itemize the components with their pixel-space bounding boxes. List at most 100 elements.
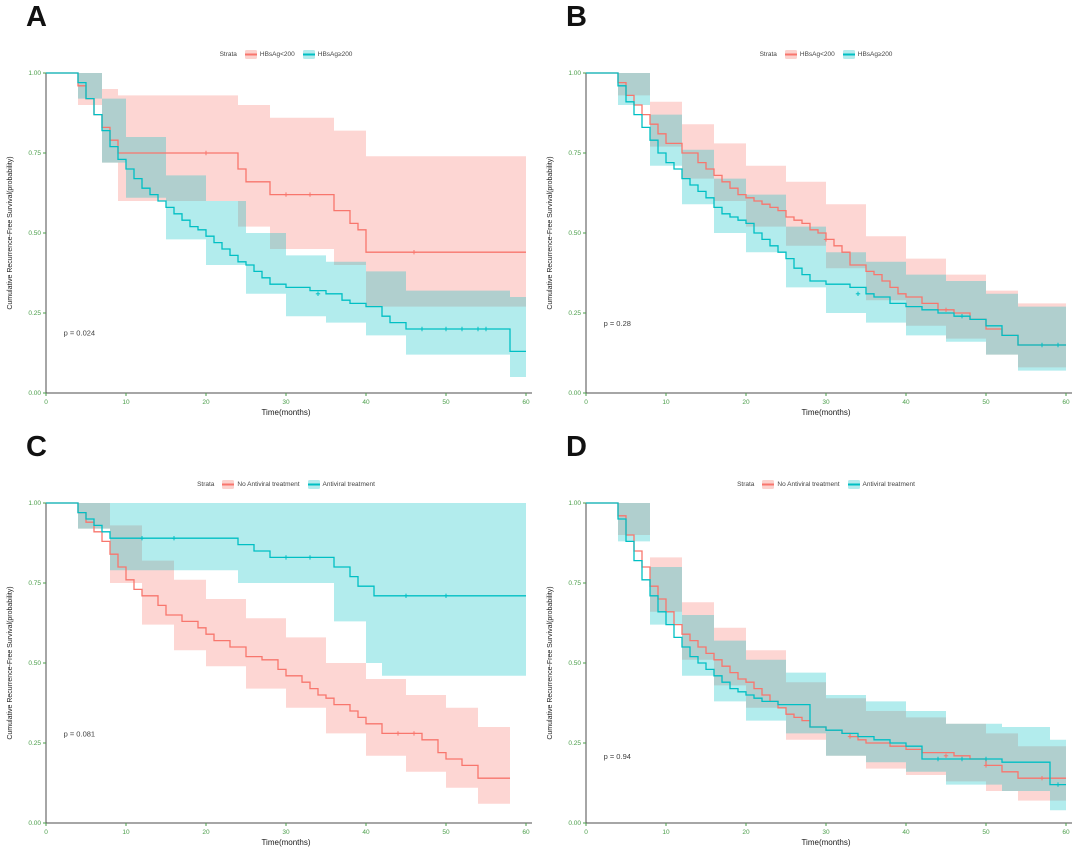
x-tick-label: 50	[442, 829, 450, 836]
panel-letter: A	[26, 1, 47, 33]
x-tick-label: 10	[122, 399, 130, 406]
y-tick-label: 0.50	[28, 230, 41, 237]
x-tick-label: 10	[122, 829, 130, 836]
legend-item: Antiviral treatment	[847, 480, 915, 489]
p-value-label: p = 0.081	[64, 730, 96, 739]
y-tick-label: 0.25	[28, 310, 41, 317]
legend-key-red-icon	[222, 480, 235, 489]
legend-label: No Antiviral treatment	[777, 481, 840, 488]
panel-header: D Strata No Antiviral treatment Antivira…	[540, 431, 1080, 495]
x-tick-label: 60	[522, 829, 530, 836]
y-tick-label: 0.00	[28, 820, 41, 827]
x-tick-label: 40	[902, 829, 910, 836]
y-axis-title: Cumulative Recurrence-Free Survival(prob…	[547, 586, 554, 739]
legend-label: HBsAg≥200	[317, 51, 353, 58]
x-tick-label: 50	[982, 399, 990, 406]
legend-label: HBsAg<200	[259, 51, 295, 58]
y-axis-title: Cumulative Recurrence-Free Survival(prob…	[7, 586, 14, 739]
legend-item: No Antiviral treatment	[222, 480, 300, 489]
ci-band-teal	[586, 503, 1066, 811]
km-curve-red	[586, 72, 1066, 346]
ci-band-teal	[46, 73, 526, 377]
x-tick-label: 0	[44, 399, 48, 406]
legend-key-teal-icon	[307, 480, 320, 489]
legend-title: Strata	[219, 51, 237, 58]
y-tick-label: 1.00	[568, 70, 581, 77]
x-tick-label: 10	[662, 829, 670, 836]
x-tick-label: 60	[1062, 399, 1070, 406]
x-axis-title: Time(months)	[801, 408, 850, 417]
km-panel-b: B Strata HBsAg<200 HBsAg≥200 0.00 0.25 0.5…	[540, 1, 1080, 431]
legend-item: HBsAg≥200	[302, 50, 353, 59]
legend-key-teal-icon	[302, 50, 315, 59]
legend: Strata No Antiviral treatment Antiviral …	[586, 480, 1066, 489]
legend-label: No Antiviral treatment	[237, 481, 300, 488]
legend-item: Antiviral treatment	[307, 480, 375, 489]
x-tick-label: 0	[44, 829, 48, 836]
legend-key-teal-icon	[847, 480, 860, 489]
km-plot-d: 0.00 0.25 0.50 0.75 1.00 0 10 20 30 40 50 60 Time(mo…	[547, 500, 1072, 847]
y-tick-label: 0.75	[568, 150, 581, 157]
y-tick-label: 1.00	[28, 500, 41, 507]
km-curve-red	[586, 502, 1066, 779]
legend-title: Strata	[197, 481, 215, 488]
x-tick-label: 20	[202, 399, 210, 406]
ci-band-red	[46, 503, 510, 804]
km-plot-a: 0.00 0.25 0.50 0.75 1.00 0 10 20 30 40 50 60 Time(mo…	[7, 70, 532, 417]
y-tick-label: 0.75	[28, 150, 41, 157]
legend: Strata No Antiviral treatment Antiviral …	[46, 480, 526, 489]
km-panel-c: C Strata No Antiviral treatment Antivira…	[0, 431, 540, 861]
ci-band-red	[586, 503, 1066, 801]
x-tick-label: 30	[822, 829, 830, 836]
y-tick-label: 0.25	[28, 740, 41, 747]
legend-key-red-icon	[244, 50, 257, 59]
km-plot-b: 0.00 0.25 0.50 0.75 1.00 0 10 20 30 40 50 60 Time(mo…	[547, 70, 1072, 417]
legend: Strata HBsAg<200 HBsAg≥200	[46, 50, 526, 59]
km-curve-teal	[46, 502, 526, 597]
x-tick-label: 30	[822, 399, 830, 406]
panel-header: A Strata HBsAg<200 HBsAg≥200	[0, 1, 540, 65]
legend: Strata HBsAg<200 HBsAg≥200	[586, 50, 1066, 59]
x-tick-label: 60	[1062, 829, 1070, 836]
legend-label: HBsAg≥200	[857, 51, 893, 58]
panel-letter: D	[566, 431, 587, 463]
legend-label: HBsAg<200	[799, 51, 835, 58]
y-axis-title: Cumulative Recurrence-Free Survival(prob…	[7, 156, 14, 309]
x-tick-label: 40	[362, 399, 370, 406]
p-value-label: p = 0.94	[604, 752, 631, 761]
legend-item: No Antiviral treatment	[762, 480, 840, 489]
legend-key-red-icon	[784, 50, 797, 59]
ci-band-red	[46, 73, 526, 307]
legend-key-red-icon	[762, 480, 775, 489]
legend-key-teal-icon	[842, 50, 855, 59]
x-tick-label: 50	[442, 399, 450, 406]
x-axis-title: Time(months)	[801, 838, 850, 847]
legend-title: Strata	[759, 51, 777, 58]
x-tick-label: 10	[662, 399, 670, 406]
p-value-label: p = 0.28	[604, 319, 631, 328]
y-tick-label: 0.50	[568, 660, 581, 667]
km-panel-d: D Strata No Antiviral treatment Antivira…	[540, 431, 1080, 861]
y-axis-title: Cumulative Recurrence-Free Survival(prob…	[547, 156, 554, 309]
x-tick-label: 0	[584, 829, 588, 836]
panel-header: B Strata HBsAg<200 HBsAg≥200	[540, 1, 1080, 65]
ci-band-teal	[586, 73, 1066, 371]
legend-label: Antiviral treatment	[322, 481, 375, 488]
x-tick-label: 20	[742, 399, 750, 406]
panel-letter: C	[26, 431, 47, 463]
y-tick-label: 1.00	[568, 500, 581, 507]
panel-letter: B	[566, 1, 587, 33]
km-curve-teal	[586, 502, 1066, 786]
y-tick-label: 0.25	[568, 740, 581, 747]
y-tick-label: 0.75	[28, 580, 41, 587]
ci-band-teal	[46, 503, 526, 676]
y-tick-label: 0.00	[568, 820, 581, 827]
legend-title: Strata	[737, 481, 755, 488]
x-tick-label: 40	[362, 829, 370, 836]
legend-item: HBsAg≥200	[842, 50, 893, 59]
legend-item: HBsAg<200	[244, 50, 295, 59]
legend-label: Antiviral treatment	[862, 481, 915, 488]
y-tick-label: 0.00	[568, 390, 581, 397]
legend-item: HBsAg<200	[784, 50, 835, 59]
